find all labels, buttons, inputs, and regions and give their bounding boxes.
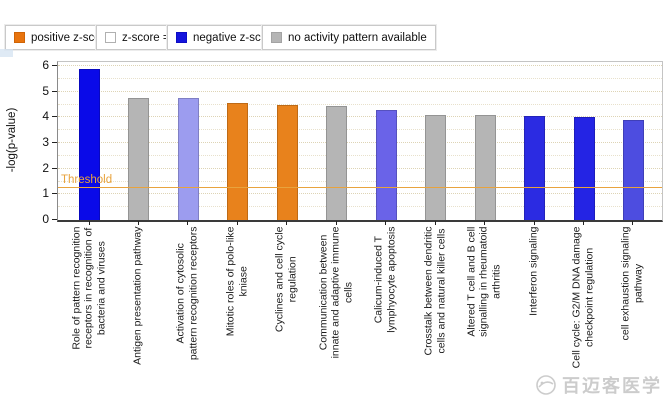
watermark: 百迈客医学 [534,372,662,398]
y-tick-label: 6 [42,58,49,72]
threshold-line [58,186,662,188]
x-axis-label: Cyclines and cell cycle regulation [262,227,311,405]
x-axis-label: Communication between innate and adaptiv… [311,227,360,405]
x-axis-label-text: Calicum-induced T lymphyocyte apoptosis [372,226,398,333]
y-tick [52,167,57,169]
x-axis-label-text: Mitotic roles of polo-like kniase [224,226,249,337]
bar [474,114,496,220]
x-axis-label: Antigen presentation pathway [113,227,162,405]
x-axis-label-text: cell exhaustion signaling pathway [619,226,645,341]
x-axis-label-text: Communication between innate and adaptiv… [316,226,355,359]
x-tick [385,221,387,225]
x-axis-label: Calicum-induced T lymphyocyte apoptosis [361,227,410,405]
x-tick [632,221,634,225]
y-tick-label: 2 [42,160,49,175]
legend-swatch-icon [14,32,25,43]
x-axis-label-text: Interferon signaling [527,226,540,316]
y-tick-label: 4 [42,109,49,124]
gridline [58,103,662,105]
bar [326,105,348,220]
x-tick [187,221,189,225]
x-axis-label: Mitotic roles of polo-like kniase [212,227,261,405]
y-tick-label: 5 [42,83,49,98]
gridline [58,129,662,131]
bar [573,117,595,220]
legend-label: negative z-score [193,31,278,44]
threshold-label: Threshold [61,173,113,186]
y-tick-label: 3 [42,135,49,149]
x-axis-label-text: Altered T cell and B cell signalling in … [465,226,503,337]
y-tick-label: 0 [42,212,49,226]
legend-label: positive z-score [31,31,111,44]
bar [375,109,397,220]
x-tick [484,221,486,225]
gridline [58,167,662,169]
x-axis-label: Altered T cell and B cell signalling in … [460,227,509,405]
gridline [58,206,662,208]
gridline [58,180,662,182]
x-tick [533,221,535,225]
x-axis-label-text: Activation of cytosolic pattern recognit… [174,226,200,361]
x-tick [137,221,139,225]
x-tick [88,221,90,225]
bar [622,119,644,220]
x-tick [335,221,337,225]
bar [425,114,447,220]
y-tick [52,116,57,118]
gridline [58,90,662,92]
legend-swatch-icon [105,32,116,43]
bar [276,104,298,220]
legend-label: no activity pattern available [288,31,427,44]
gridline [58,142,662,143]
watermark-logo-icon [536,375,556,395]
x-axis-label-text: Role of pattern recognition receptors in… [69,226,107,350]
y-tick [52,142,57,143]
legend-swatch-icon [271,32,282,43]
x-axis-label: Activation of cytosolic pattern recognit… [163,227,212,405]
y-tick [52,90,57,92]
x-tick [434,221,436,225]
x-axis-label-text: Antigen presentation pathway [131,226,144,365]
x-axis-label-text: Cell cycle: G2/M DNA damage checkpoint r… [570,226,595,369]
bar [79,68,100,220]
legend-swatch-icon [176,32,187,43]
scan-artifact [0,49,13,57]
y-axis-title: -log(p-value) [6,107,18,173]
watermark-text: 百迈客医学 [562,376,662,396]
legend-label: z-score = 0 [122,31,180,44]
gridline [58,154,662,156]
x-axis-label-text: Crosstalk between dendritic cells and na… [422,226,447,356]
bar [227,103,249,220]
y-tick [52,219,57,220]
y-tick [52,193,57,195]
bar [524,116,546,220]
x-axis-label: Role of pattern recognition receptors in… [64,227,113,405]
x-tick [236,221,238,225]
gridline [58,193,662,195]
x-axis-label: Crosstalk between dendritic cells and na… [410,227,459,405]
legend-item: no activity pattern available [262,25,436,50]
x-tick [583,221,584,225]
bar [128,98,150,220]
plot-area: Threshold [57,61,663,222]
gridline [58,116,662,118]
y-tick-label: 1 [42,186,49,201]
bar [177,98,199,220]
x-tick [286,221,288,225]
x-axis-label-text: Cyclines and cell cycle regulation [273,226,299,333]
y-tick [52,65,57,66]
gridline [58,77,662,79]
gridline [58,65,662,66]
